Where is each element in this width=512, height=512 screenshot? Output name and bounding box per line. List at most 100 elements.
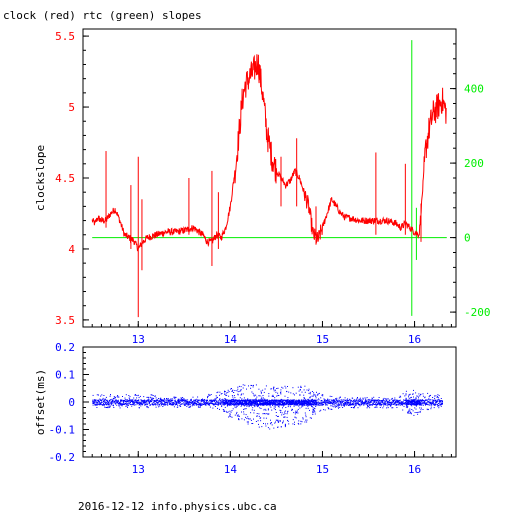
offset-point xyxy=(279,401,281,403)
offset-point xyxy=(284,413,286,415)
offset-point xyxy=(437,399,439,401)
offset-point xyxy=(314,394,316,396)
bottom-y-tick-label: -0.1 xyxy=(49,424,76,437)
offset-point xyxy=(122,399,124,401)
offset-point xyxy=(242,403,244,404)
offset-point xyxy=(92,401,94,403)
offset-point xyxy=(412,393,414,395)
offset-point xyxy=(308,392,310,394)
offset-point xyxy=(301,403,303,405)
offset-point xyxy=(225,398,227,400)
offset-point xyxy=(231,402,233,404)
offset-point xyxy=(160,398,162,400)
offset-point xyxy=(227,389,229,391)
offset-point xyxy=(346,399,348,401)
offset-point xyxy=(264,402,266,404)
offset-point xyxy=(313,399,315,401)
offset-point xyxy=(301,401,303,403)
offset-point xyxy=(408,397,410,399)
offset-point xyxy=(311,398,313,400)
offset-point xyxy=(286,390,288,392)
offset-point xyxy=(223,400,225,402)
offset-point xyxy=(257,399,259,401)
offset-point xyxy=(237,415,239,417)
offset-point xyxy=(194,399,196,401)
offset-point xyxy=(107,402,109,404)
offset-point xyxy=(411,409,413,410)
offset-point xyxy=(103,401,105,403)
offset-point xyxy=(401,404,403,406)
offset-point xyxy=(271,400,273,402)
offset-point xyxy=(97,403,99,405)
offset-point xyxy=(341,400,343,402)
offset-point xyxy=(233,398,235,400)
offset-point xyxy=(347,400,349,401)
offset-point xyxy=(262,404,264,406)
offset-point xyxy=(321,400,323,402)
offset-point xyxy=(354,400,356,402)
offset-point xyxy=(379,401,381,403)
offset-point xyxy=(253,384,254,386)
offset-point xyxy=(163,403,165,405)
offset-point xyxy=(255,394,257,396)
offset-point xyxy=(260,417,262,419)
offset-point xyxy=(301,401,303,403)
offset-point xyxy=(251,404,253,406)
offset-point xyxy=(232,404,234,406)
offset-point xyxy=(259,407,261,409)
offset-point xyxy=(270,419,271,421)
offset-point xyxy=(314,402,316,404)
offset-point xyxy=(361,404,363,406)
offset-point xyxy=(246,405,248,407)
offset-point xyxy=(125,402,127,404)
offset-point xyxy=(233,395,235,397)
offset-point xyxy=(273,403,275,405)
offset-point xyxy=(301,399,303,401)
offset-point xyxy=(247,398,249,400)
offset-point xyxy=(239,397,241,399)
offset-point xyxy=(280,411,281,413)
offset-point xyxy=(374,399,375,401)
offset-point xyxy=(423,401,425,403)
offset-point xyxy=(319,404,321,406)
offset-point xyxy=(229,402,231,404)
offset-point xyxy=(275,415,277,417)
offset-point xyxy=(129,396,131,398)
offset-point xyxy=(376,401,378,403)
offset-point xyxy=(179,402,181,404)
offset-point xyxy=(207,397,208,399)
offset-point xyxy=(260,420,262,422)
offset-point xyxy=(142,401,144,403)
left-y-tick-label: 5 xyxy=(68,101,75,114)
offset-point xyxy=(137,394,139,396)
offset-point xyxy=(232,408,234,410)
offset-point xyxy=(341,399,343,401)
offset-point xyxy=(315,403,317,405)
offset-point xyxy=(173,402,175,404)
offset-point xyxy=(151,403,153,405)
offset-point xyxy=(135,401,137,403)
offset-point xyxy=(217,400,219,402)
offset-point xyxy=(111,402,113,404)
offset-point xyxy=(312,400,314,402)
offset-point xyxy=(303,397,305,399)
offset-point xyxy=(325,402,327,404)
offset-point xyxy=(105,403,107,405)
offset-point xyxy=(311,395,313,397)
offset-point xyxy=(267,427,269,429)
offset-point xyxy=(431,401,433,403)
offset-point xyxy=(413,403,415,405)
offset-point xyxy=(112,401,114,403)
offset-point xyxy=(258,404,260,406)
offset-point xyxy=(275,403,277,405)
offset-point xyxy=(275,389,276,391)
offset-point xyxy=(438,407,440,409)
offset-point xyxy=(170,401,172,403)
offset-point xyxy=(174,399,176,401)
offset-point xyxy=(116,404,118,406)
offset-point xyxy=(363,404,365,406)
offset-point xyxy=(218,401,220,403)
offset-point xyxy=(219,401,221,403)
offset-point xyxy=(294,421,295,423)
offset-point xyxy=(238,418,240,420)
